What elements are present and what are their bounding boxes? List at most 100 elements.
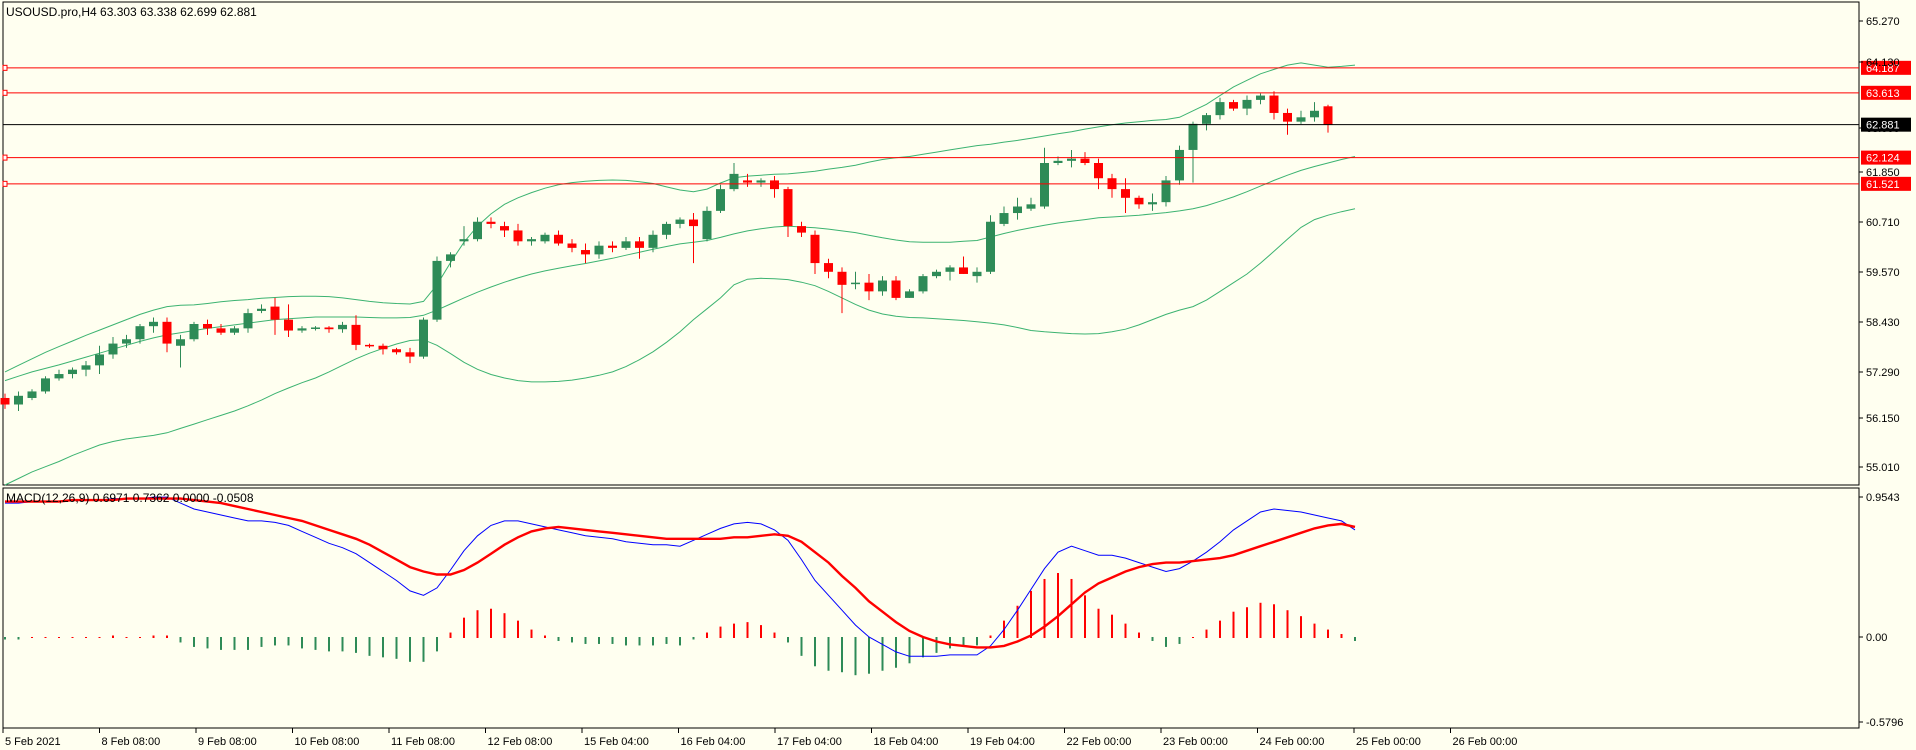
time-tick-label: 24 Feb 00:00 xyxy=(1260,736,1325,748)
candle-body xyxy=(783,189,793,227)
candle xyxy=(878,276,887,296)
candle xyxy=(783,186,793,237)
candle-body xyxy=(716,189,725,211)
candle xyxy=(1296,110,1306,124)
candle xyxy=(1161,176,1171,207)
band-middle xyxy=(4,156,1356,382)
level-handle-icon[interactable] xyxy=(2,154,8,161)
time-tick-label: 25 Feb 00:00 xyxy=(1356,736,1421,748)
macd-lines xyxy=(5,496,1356,657)
candle-body xyxy=(41,378,50,392)
candle-body xyxy=(972,271,982,277)
candle xyxy=(1026,197,1036,211)
candle xyxy=(1013,197,1022,220)
candle-body xyxy=(311,327,320,329)
signal-line xyxy=(5,497,1356,649)
price-axis: 65.27064.13063.00061.85060.71059.57058.4… xyxy=(1859,16,1911,474)
candle xyxy=(135,324,145,344)
candle xyxy=(1269,91,1279,120)
horizontal-levels[interactable]: 64.187 63.613 62.124 61.521 xyxy=(2,60,1911,191)
candlesticks xyxy=(0,91,1333,412)
candle xyxy=(473,217,482,242)
candle-body xyxy=(1242,99,1252,109)
candle xyxy=(54,369,64,381)
candle xyxy=(891,276,901,301)
candle-body xyxy=(108,343,118,355)
candle-body xyxy=(432,260,442,320)
candle-body xyxy=(446,254,455,261)
candle-body xyxy=(1269,95,1279,113)
candle xyxy=(810,230,820,274)
candle-body xyxy=(864,282,874,292)
candle xyxy=(189,321,199,342)
macd-panel[interactable]: MACD(12,26,9) 0.6971 0.7362 0.0000 -0.05… xyxy=(2,487,1860,729)
candle-body xyxy=(675,219,685,224)
candle xyxy=(621,236,631,251)
candle-body xyxy=(1310,110,1319,118)
level-price-label: 62.124 xyxy=(1866,153,1900,165)
candle-body xyxy=(189,324,199,340)
candle-body xyxy=(878,280,887,292)
candle xyxy=(594,241,604,259)
symbol-header: USOUSD.pro,H4 63.303 63.338 62.699 62.88… xyxy=(6,5,257,19)
main-panel[interactable]: 64.187 63.613 62.124 61.521 USOUSD.pro,H4 6… xyxy=(0,1,1912,486)
candle xyxy=(1080,152,1090,166)
candle xyxy=(972,267,982,283)
time-tick-label: 8 Feb 08:00 xyxy=(102,736,161,748)
candle xyxy=(446,252,455,268)
candle xyxy=(216,324,226,335)
candle-body xyxy=(405,352,415,357)
candle-body xyxy=(635,241,644,248)
candle xyxy=(311,326,320,331)
level-handle-icon[interactable] xyxy=(2,180,8,187)
macd-tick-label: 0.9543 xyxy=(1866,492,1900,504)
candle xyxy=(513,223,523,246)
level-price-label: 64.187 xyxy=(1866,63,1900,75)
macd-tick-label: -0.5796 xyxy=(1866,717,1903,729)
candle-body xyxy=(392,349,401,353)
candle xyxy=(243,308,253,333)
candle xyxy=(743,173,752,187)
candle xyxy=(959,256,968,274)
candle-body xyxy=(68,369,77,375)
candle xyxy=(338,321,347,333)
time-tick-label: 5 Feb 2021 xyxy=(5,736,61,748)
candle xyxy=(1188,121,1198,183)
candle-body xyxy=(770,180,779,190)
candle xyxy=(1283,108,1292,135)
macd-histogram xyxy=(4,573,1356,676)
candle xyxy=(68,367,77,379)
candle-body xyxy=(594,245,604,255)
candle-body xyxy=(338,324,347,330)
level-handle-icon[interactable] xyxy=(2,89,8,96)
candle xyxy=(162,317,172,353)
candle xyxy=(257,304,266,314)
candle xyxy=(702,206,712,242)
candle-body xyxy=(554,234,563,244)
band-lower xyxy=(4,208,1356,486)
candle-body xyxy=(945,267,955,272)
candle xyxy=(1323,104,1333,133)
candle-body xyxy=(243,313,253,329)
macd-axis: 0.9543 0.00 -0.5796 xyxy=(1859,492,1903,729)
macd-header: MACD(12,26,9) 0.6971 0.7362 0.0000 -0.05… xyxy=(6,491,254,505)
candle-body xyxy=(1161,180,1171,203)
candle-body xyxy=(581,250,590,255)
candle xyxy=(27,389,37,401)
candle-body xyxy=(1067,158,1076,161)
candle-body xyxy=(621,241,631,248)
candle xyxy=(729,163,739,192)
candle xyxy=(378,343,388,355)
candle-body xyxy=(351,324,361,345)
candle-body xyxy=(1323,106,1333,125)
candle xyxy=(486,217,496,229)
level-handle-icon[interactable] xyxy=(2,64,8,71)
time-tick-label: 15 Feb 04:00 xyxy=(584,736,649,748)
candle-body xyxy=(54,374,64,379)
candle xyxy=(648,230,658,253)
candle xyxy=(1256,93,1265,105)
level-price-tag xyxy=(1861,176,1911,191)
candle-body xyxy=(27,391,37,398)
candle xyxy=(149,317,158,333)
